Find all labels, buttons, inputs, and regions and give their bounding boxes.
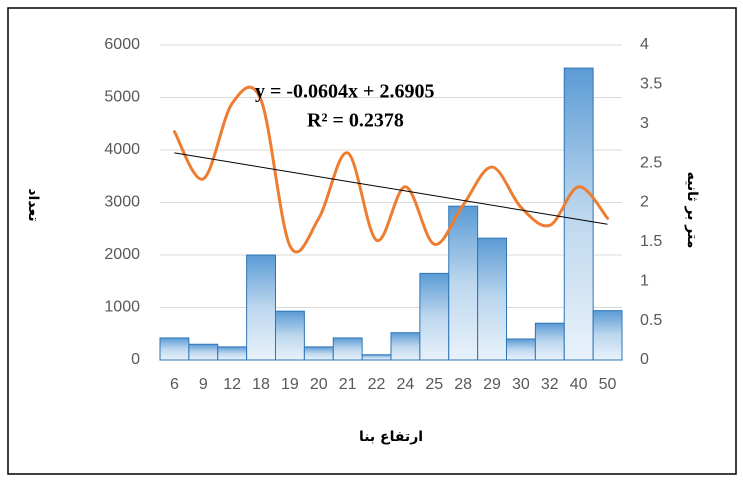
x-tick-label: 6 — [170, 376, 179, 393]
y-tick-label: 2000 — [104, 246, 140, 263]
x-tick-label: 20 — [310, 376, 328, 393]
bar — [563, 67, 594, 361]
trendline — [174, 152, 608, 225]
bar — [303, 346, 334, 361]
x-tick-label: 18 — [252, 376, 270, 393]
x-tick-label: 50 — [599, 376, 617, 393]
y-tick-label: 3000 — [104, 194, 140, 211]
bar — [506, 338, 536, 361]
bar — [246, 254, 276, 361]
x-tick-label: 28 — [454, 376, 472, 393]
x-tick-label: 24 — [397, 376, 415, 393]
x-axis-title: ارتفاع بنا — [359, 429, 423, 445]
y2-tick-label: 3.5 — [640, 76, 662, 93]
y-tick-label: 0 — [131, 351, 140, 368]
y-tick-label: 4000 — [104, 141, 140, 158]
bar — [159, 337, 190, 361]
x-tick-label: 30 — [512, 376, 530, 393]
bar — [361, 354, 392, 361]
y2-axis-title: متر بر ثانیه — [684, 172, 700, 249]
bar — [592, 310, 623, 361]
y-tick-label: 6000 — [104, 36, 140, 53]
bar — [534, 322, 565, 361]
line-series — [172, 85, 610, 254]
y2-tick-label: 1.5 — [640, 233, 662, 250]
trend-r2: R² = 0.2378 — [307, 110, 404, 132]
y2-tick-label: 4 — [640, 36, 649, 53]
x-tick-label: 21 — [339, 376, 357, 393]
y2-tick-label: 3 — [640, 115, 649, 132]
bar — [332, 337, 363, 361]
bar — [275, 310, 305, 361]
y2-tick-label: 0.5 — [640, 312, 662, 329]
x-tick-label: 19 — [281, 376, 299, 393]
x-tick-label: 9 — [199, 376, 208, 393]
x-tick-label: 12 — [223, 376, 241, 393]
y2-tick-label: 1 — [640, 272, 649, 289]
y2-tick-label: 2 — [640, 194, 649, 211]
bar — [188, 343, 219, 361]
y-tick-label: 5000 — [104, 89, 140, 106]
bar — [419, 272, 450, 361]
y-tick-label: 1000 — [104, 299, 140, 316]
y2-tick-label: 0 — [640, 351, 649, 368]
y2-tick-label: 2.5 — [640, 154, 662, 171]
bar — [448, 205, 479, 361]
bar — [217, 346, 248, 361]
frame — [7, 7, 737, 475]
x-tick-label: 22 — [368, 376, 386, 393]
x-tick-label: 32 — [541, 376, 559, 393]
trend-equation: y = -0.0604x + 2.6905 — [255, 81, 434, 103]
x-tick-label: 25 — [425, 376, 443, 393]
x-tick-label: 40 — [570, 376, 588, 393]
bar — [390, 332, 421, 361]
x-tick-label: 29 — [483, 376, 501, 393]
bar — [477, 237, 507, 361]
y-axis-title: تعداد — [25, 188, 41, 221]
